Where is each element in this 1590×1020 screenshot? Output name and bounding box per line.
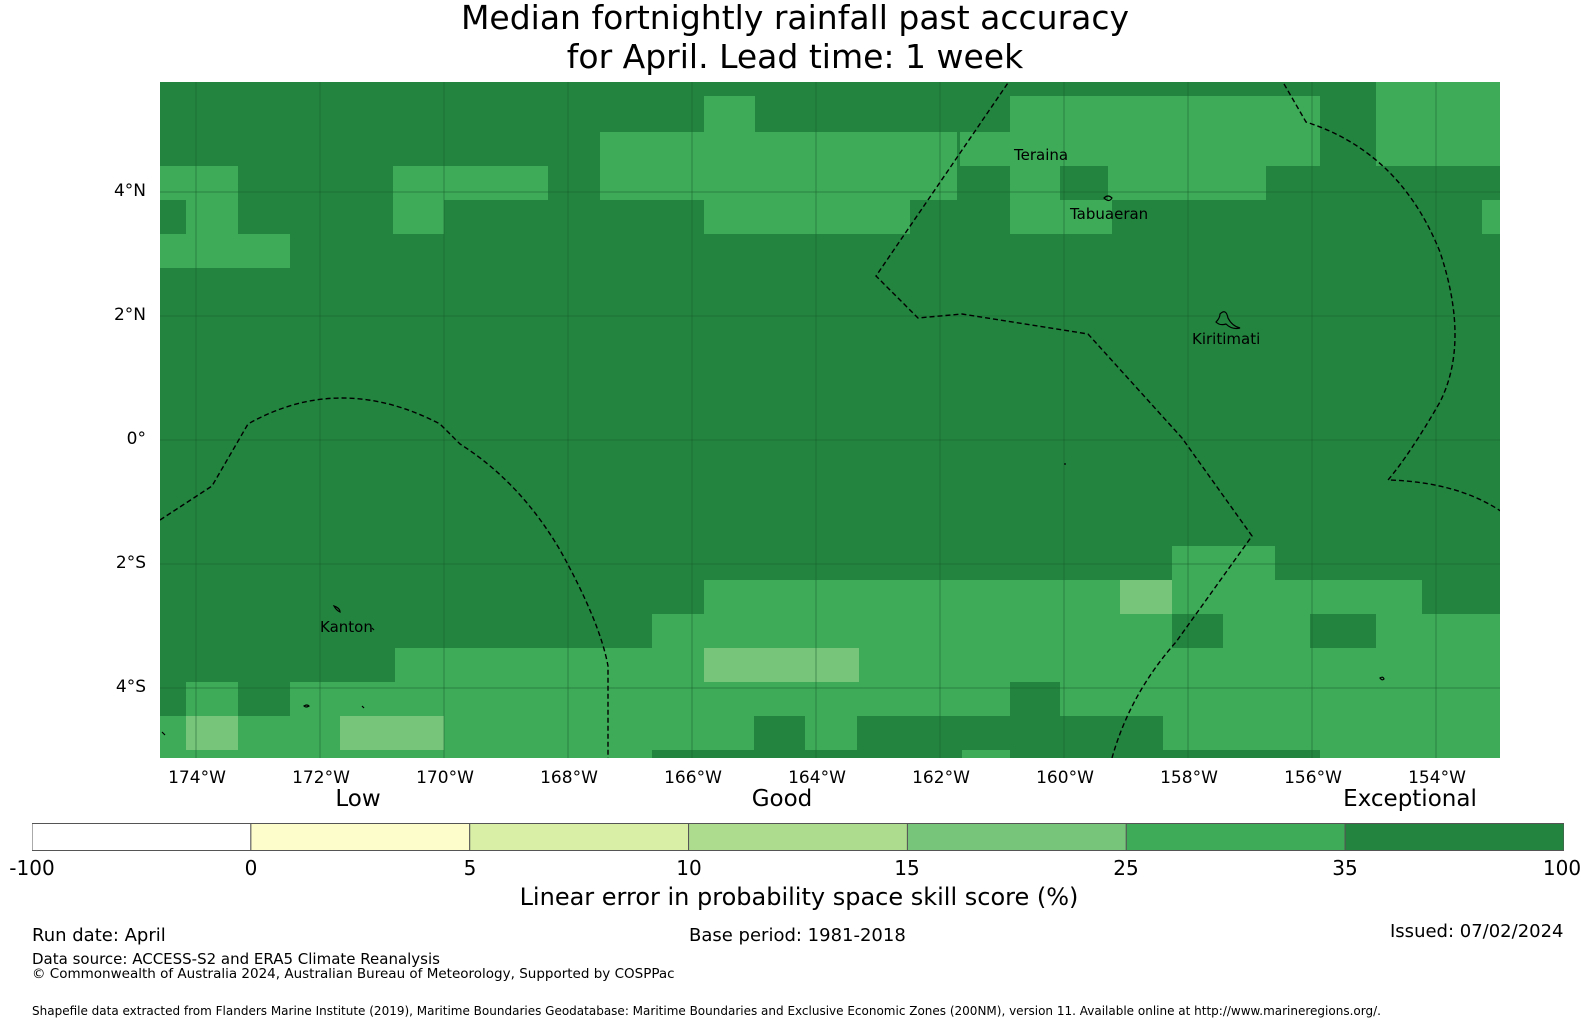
colorbar-segment (906, 823, 1127, 851)
lon-tick-172w: 172°W (292, 768, 350, 788)
place-label-kanton: Kanton (320, 618, 373, 636)
lat-tick-4n: 4°N (113, 181, 146, 201)
colorbar-tick-5: 5 (463, 856, 477, 880)
colorbar-tick-100: 100 (1542, 856, 1582, 880)
lon-tick-162w: 162°W (912, 768, 970, 788)
colorbar-tick-neg100: -100 (9, 856, 55, 880)
lon-tick-158w: 158°W (1160, 768, 1218, 788)
shapefile-credit: Shapefile data extracted from Flanders M… (32, 1004, 1381, 1018)
island-small-4 (1379, 676, 1385, 681)
skill-map-svg: Teraina Tabuaeran Kiritimati Kanton (160, 82, 1500, 758)
colorbar-tick-0: 0 (244, 856, 258, 880)
place-label-kiritimati: Kiritimati (1192, 330, 1260, 348)
colorbar-tick-10: 10 (676, 856, 702, 880)
copyright-notice: © Commonwealth of Australia 2024, Austra… (32, 966, 675, 982)
lon-tick-160w: 160°W (1036, 768, 1094, 788)
island-small-2 (303, 704, 310, 708)
lon-tick-166w: 166°W (664, 768, 722, 788)
title-line-1: Median fortnightly rainfall past accurac… (460, 0, 1130, 37)
lat-tick-2s: 2°S (115, 553, 146, 573)
lat-tick-0: 0° (126, 429, 146, 449)
eez-boundary-line-islands-central (875, 82, 1253, 758)
legend-label-low: Low (335, 786, 381, 812)
colorbar-segment (31, 823, 252, 851)
issued-date: Issued: 07/02/2024 (1390, 921, 1564, 942)
colorbar-tick-15: 15 (894, 856, 920, 880)
colorbar-svg (31, 823, 1565, 851)
island-tabuaeran-shape (1103, 195, 1113, 202)
place-label-teraina: Teraina (1013, 146, 1068, 164)
colorbar-segment (1344, 823, 1565, 851)
legend-label-good: Good (751, 786, 813, 812)
lon-tick-164w: 164°W (788, 768, 846, 788)
coastlines (161, 195, 1385, 736)
island-kiritimati-shape (1215, 311, 1241, 330)
colorbar-segment (250, 823, 471, 851)
lon-tick-154w: 154°W (1408, 768, 1466, 788)
skill-25-35-patches (962, 750, 1010, 758)
lon-tick-156w: 156°W (1284, 768, 1342, 788)
skill-map: Teraina Tabuaeran Kiritimati Kanton (160, 82, 1500, 758)
data-source: Data source: ACCESS-S2 and ERA5 Climate … (32, 950, 440, 968)
colorbar-segment (1125, 823, 1346, 851)
eez-boundary-line-islands-east (1282, 82, 1500, 512)
place-label-tabuaeran: Tabuaeran (1069, 205, 1148, 223)
colorbar-segment (688, 823, 908, 851)
eez-boundary-kanton (160, 397, 609, 758)
island-small-3 (361, 705, 365, 709)
map-title: Median fortnightly rainfall past accurac… (0, 0, 1590, 76)
colorbar-label: Linear error in probability space skill … (519, 883, 1079, 911)
lon-tick-168w: 168°W (540, 768, 598, 788)
eez-boundaries (160, 82, 1500, 758)
island-small-1 (371, 627, 375, 631)
island-small-5 (161, 731, 166, 736)
base-period: Base period: 1981-2018 (689, 925, 906, 946)
legend-label-exceptional: Exceptional (1343, 786, 1477, 812)
place-labels: Teraina Tabuaeran Kiritimati Kanton (320, 146, 1260, 636)
colorbar-segment (469, 823, 690, 851)
lat-tick-2n: 2°N (113, 305, 146, 325)
lat-tick-4s: 4°S (115, 677, 146, 697)
colorbar-tick-25: 25 (1113, 856, 1139, 880)
graticule (160, 82, 1500, 758)
skill-15-25-cells (186, 580, 1172, 750)
island-kanton-shape (332, 604, 341, 613)
colorbar (31, 823, 1565, 851)
lon-tick-170w: 170°W (416, 768, 474, 788)
run-date: Run date: April (32, 925, 166, 946)
lon-tick-174w: 174°W (168, 768, 226, 788)
title-line-2: for April. Lead time: 1 week (566, 37, 1024, 76)
colorbar-tick-35: 35 (1332, 856, 1358, 880)
